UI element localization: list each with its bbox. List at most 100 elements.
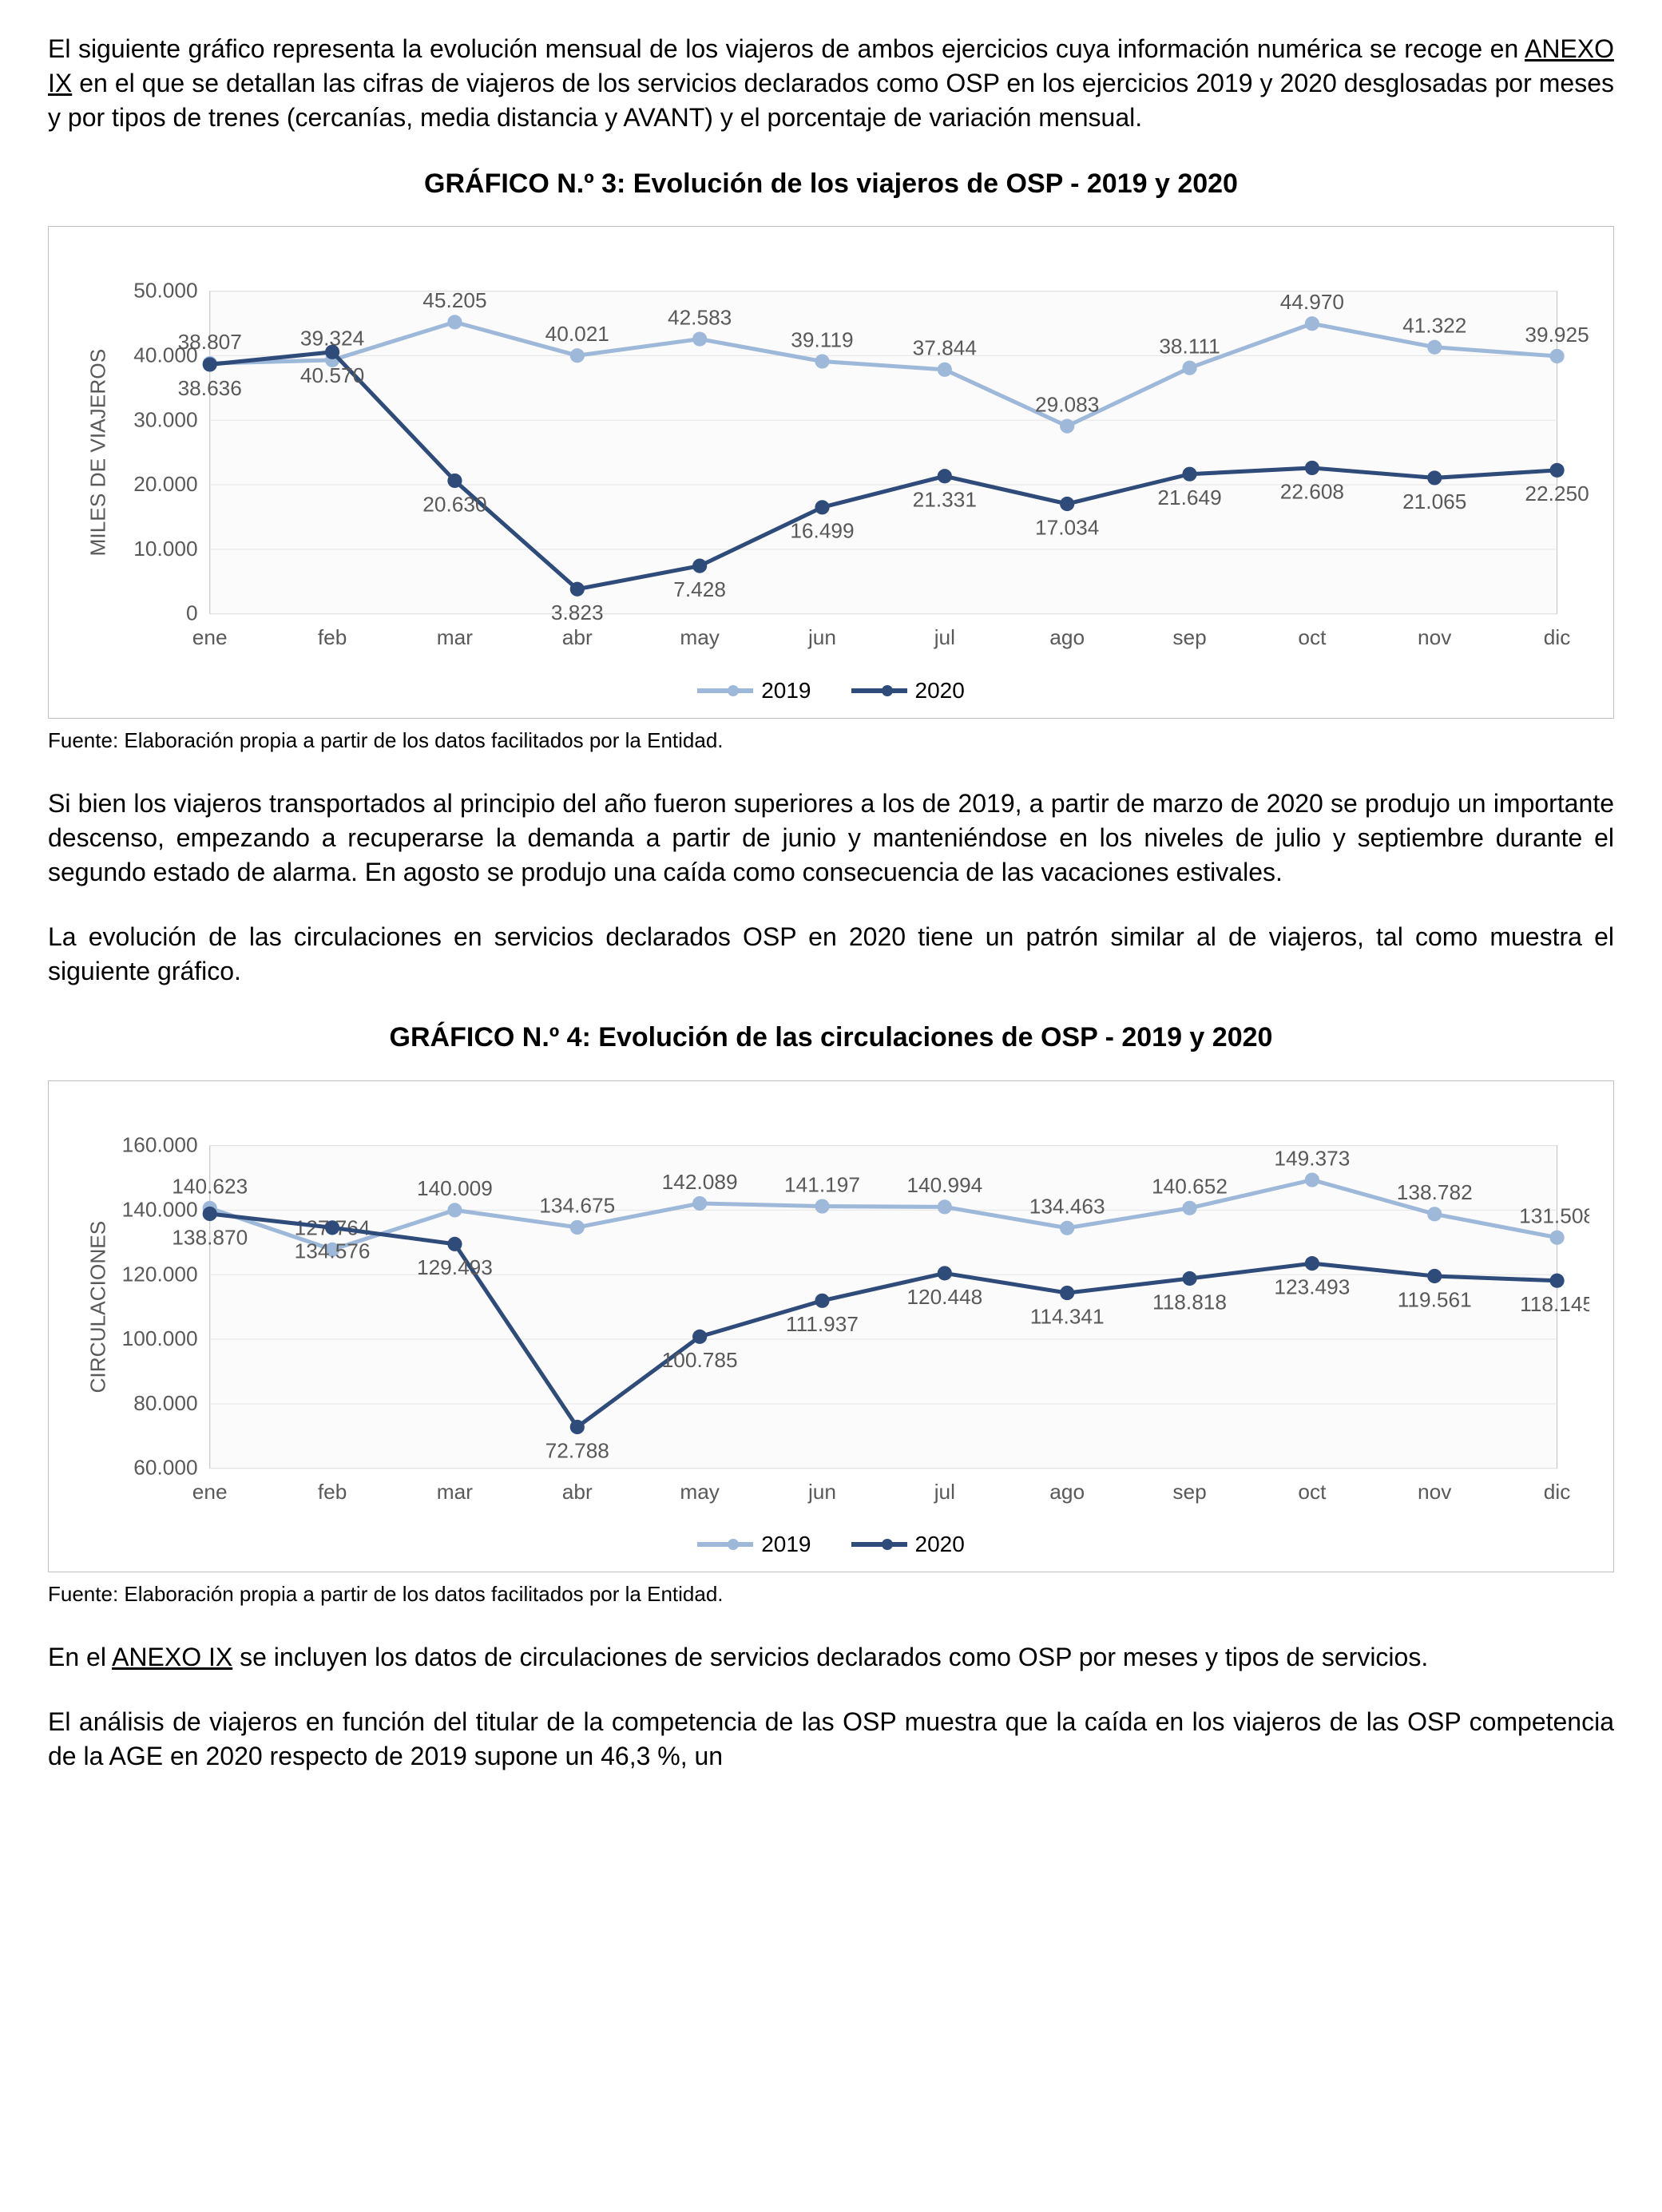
svg-text:7.428: 7.428 [673, 577, 726, 601]
chart2-container: 60.000 80.000 100.000 120.000 140.000 160.000… [48, 1080, 1614, 1572]
svg-text:123.493: 123.493 [1274, 1274, 1350, 1298]
svg-text:42.583: 42.583 [668, 306, 732, 330]
legend-label: 2019 [761, 676, 811, 706]
svg-text:100.000: 100.000 [122, 1326, 198, 1350]
svg-text:sep: sep [1172, 625, 1206, 649]
svg-text:111.937: 111.937 [786, 1312, 859, 1336]
svg-text:140.652: 140.652 [1152, 1174, 1228, 1198]
svg-text:134.576: 134.576 [295, 1239, 371, 1263]
svg-text:138.870: 138.870 [172, 1225, 248, 1249]
svg-text:30.000: 30.000 [133, 408, 197, 432]
svg-text:ene: ene [192, 1480, 228, 1504]
text: se incluyen los datos de circulaciones d… [232, 1643, 1428, 1671]
svg-text:nov: nov [1418, 625, 1452, 649]
svg-text:oct: oct [1298, 625, 1327, 649]
svg-text:120.000: 120.000 [122, 1262, 198, 1286]
svg-text:mar: mar [437, 1480, 473, 1504]
paragraph-intro: El siguiente gráfico representa la evolu… [48, 32, 1614, 136]
legend-label: 2020 [915, 1529, 965, 1560]
svg-text:138.782: 138.782 [1397, 1180, 1473, 1204]
svg-text:140.623: 140.623 [172, 1174, 248, 1198]
svg-text:sep: sep [1172, 1480, 1206, 1504]
legend-item: 2020 [851, 1529, 965, 1560]
svg-text:16.499: 16.499 [790, 519, 854, 543]
svg-text:140.009: 140.009 [417, 1176, 493, 1200]
svg-text:80.000: 80.000 [133, 1390, 197, 1414]
svg-text:134.463: 134.463 [1029, 1194, 1105, 1218]
svg-text:oct: oct [1298, 1480, 1327, 1504]
svg-text:134.675: 134.675 [539, 1193, 615, 1217]
svg-text:60.000: 60.000 [133, 1455, 197, 1479]
svg-text:17.034: 17.034 [1035, 516, 1099, 540]
svg-text:140.000: 140.000 [122, 1197, 198, 1221]
svg-text:jun: jun [807, 1480, 836, 1504]
svg-text:37.844: 37.844 [913, 336, 977, 360]
svg-text:118.818: 118.818 [1152, 1290, 1227, 1314]
svg-text:29.083: 29.083 [1035, 393, 1099, 417]
text: El siguiente gráfico representa la evolu… [48, 34, 1525, 63]
svg-text:41.322: 41.322 [1402, 314, 1466, 338]
svg-text:0: 0 [186, 601, 198, 625]
legend-label: 2019 [761, 1529, 811, 1560]
svg-text:21.649: 21.649 [1157, 486, 1221, 510]
svg-text:40.021: 40.021 [545, 323, 609, 347]
svg-text:10.000: 10.000 [133, 537, 197, 561]
chart2-title: GRÁFICO N.º 4: Evolución de las circulac… [48, 1020, 1614, 1056]
svg-text:jul: jul [934, 1480, 955, 1504]
chart2-svg: 60.000 80.000 100.000 120.000 140.000 160.000… [73, 1097, 1589, 1516]
chart2-source: Fuente: Elaboración propia a partir de l… [48, 1580, 1614, 1608]
chart1-title: GRÁFICO N.º 3: Evolución de los viajeros… [48, 166, 1614, 203]
anexo-link: ANEXO IX [112, 1643, 232, 1671]
svg-text:ago: ago [1049, 1480, 1085, 1504]
svg-text:may: may [680, 625, 720, 649]
svg-text:141.197: 141.197 [784, 1172, 860, 1196]
chart1-source: Fuente: Elaboración propia a partir de l… [48, 727, 1614, 755]
svg-text:160.000: 160.000 [122, 1132, 198, 1156]
svg-text:140.994: 140.994 [906, 1173, 982, 1197]
svg-text:may: may [680, 1480, 720, 1504]
svg-text:ene: ene [192, 625, 228, 649]
svg-text:feb: feb [318, 625, 347, 649]
svg-text:114.341: 114.341 [1030, 1304, 1105, 1328]
svg-text:feb: feb [318, 1480, 347, 1504]
svg-text:CIRCULACIONES: CIRCULACIONES [85, 1220, 109, 1393]
legend-label: 2020 [915, 676, 965, 706]
paragraph-4: En el ANEXO IX se incluyen los datos de … [48, 1640, 1614, 1675]
svg-text:20.630: 20.630 [422, 493, 486, 517]
svg-text:44.970: 44.970 [1280, 291, 1344, 315]
svg-text:21.331: 21.331 [913, 488, 977, 512]
svg-text:jul: jul [934, 625, 955, 649]
svg-text:22.608: 22.608 [1280, 480, 1344, 504]
chart1-legend: 2019 2020 [73, 663, 1589, 706]
chart1-svg: 010.00020.00030.00040.00050.000MILES DE … [73, 243, 1589, 662]
paragraph-3: La evolución de las circulaciones en ser… [48, 920, 1614, 989]
svg-text:40.570: 40.570 [300, 364, 364, 388]
svg-text:50.000: 50.000 [133, 279, 197, 303]
svg-text:131.508: 131.508 [1519, 1203, 1589, 1227]
svg-text:142.089: 142.089 [662, 1169, 738, 1193]
legend-item: 2019 [697, 1529, 811, 1560]
paragraph-2: Si bien los viajeros transportados al pr… [48, 787, 1614, 890]
svg-text:149.373: 149.373 [1274, 1146, 1350, 1170]
svg-text:38.807: 38.807 [178, 330, 242, 354]
svg-text:dic: dic [1544, 625, 1571, 649]
chart1-container: 010.00020.00030.00040.00050.000MILES DE … [48, 226, 1614, 718]
svg-text:nov: nov [1418, 1480, 1452, 1504]
svg-text:3.823: 3.823 [551, 601, 604, 625]
legend-item: 2020 [851, 676, 965, 706]
svg-text:22.250: 22.250 [1525, 482, 1589, 506]
svg-text:39.119: 39.119 [791, 328, 853, 352]
svg-text:45.205: 45.205 [422, 289, 486, 313]
svg-text:129.493: 129.493 [417, 1255, 493, 1279]
legend-item: 2019 [697, 676, 811, 706]
svg-text:39.925: 39.925 [1525, 323, 1589, 347]
text: En el [48, 1643, 112, 1671]
svg-text:mar: mar [437, 625, 473, 649]
chart2-legend: 2019 2020 [73, 1516, 1589, 1560]
svg-text:20.000: 20.000 [133, 473, 197, 497]
svg-text:38.636: 38.636 [178, 376, 242, 400]
svg-text:abr: abr [562, 625, 593, 649]
svg-text:120.448: 120.448 [906, 1284, 982, 1308]
svg-text:abr: abr [562, 1480, 593, 1504]
svg-text:100.785: 100.785 [662, 1348, 738, 1372]
